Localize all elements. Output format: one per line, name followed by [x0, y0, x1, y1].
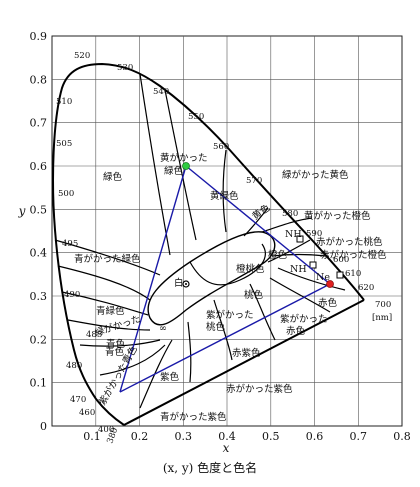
wavelength-label: 550	[188, 112, 204, 122]
green-point	[182, 162, 190, 170]
region-label: 緑色	[164, 165, 184, 177]
region-label: 紫がかった	[280, 313, 328, 325]
region-label: 橙色	[268, 249, 288, 261]
region-label: 赤紫色	[232, 347, 261, 359]
region-label: 緑色	[103, 171, 123, 183]
region-label: 赤がかった紫色	[226, 383, 293, 395]
y-tick-label: 0.3	[30, 290, 48, 303]
region-label: 紫がかった	[206, 309, 254, 321]
region-label: 桃色	[244, 289, 264, 301]
y-tick-label: 0.8	[30, 73, 48, 86]
spectral-locus	[52, 62, 365, 426]
region-label: 黄がかった橙色	[304, 210, 371, 222]
wavelength-label: 700	[375, 300, 391, 310]
wavelength-label: 480	[66, 361, 82, 371]
region-label: 青緑色	[96, 305, 125, 317]
region-label: 赤色	[286, 325, 306, 337]
locus-marker-610	[336, 271, 344, 279]
region-label: 赤がかった桃色	[316, 236, 383, 248]
region-label: 白	[174, 277, 184, 289]
wavelength-label: 540	[153, 87, 169, 97]
wavelength-label: 610	[345, 269, 361, 279]
wavelength-label: 490	[64, 290, 80, 300]
grid	[52, 36, 402, 426]
white-point-center	[185, 283, 187, 285]
region-labels: 緑色 黄がかった 緑色 緑がかった黄色 黄緑色 黄色 黄がかった橙色 赤がかった…	[74, 152, 387, 423]
y-tick-label: 0.6	[30, 160, 48, 173]
y-tick-label: 0	[40, 420, 47, 433]
wavelength-label: 510	[56, 97, 72, 107]
blue-lines	[119, 165, 331, 393]
wavelength-label: 530	[117, 63, 133, 73]
wavelength-labels: 520 530 540 550 560 570 580 590 600 610 …	[56, 51, 392, 445]
wavelength-label: 560	[213, 142, 229, 152]
region-label: 桃色	[206, 321, 226, 333]
region-label: 黄色	[250, 201, 273, 222]
region-label: 青がかった緑色	[74, 253, 141, 265]
wavelength-label: 495	[62, 239, 78, 249]
wavelength-label: 485	[86, 330, 102, 340]
region-label: 青がかった紫色	[160, 411, 227, 423]
region-label: 青色	[106, 338, 126, 350]
purple-line	[123, 299, 365, 426]
region-label: Ne	[316, 272, 330, 283]
nh-marker-lower	[309, 261, 317, 269]
region-label: 青色	[105, 346, 125, 358]
x-tick-label: 0.4	[218, 430, 236, 443]
wavelength-label: 470	[70, 395, 86, 405]
wavelength-label: 400	[98, 425, 114, 435]
region-label: 赤色	[318, 297, 338, 309]
x-tick-label: 0.8	[393, 430, 411, 443]
wavelength-label: 500	[58, 189, 74, 199]
wavelength-label: 505	[56, 139, 72, 149]
figure-caption: (x, y) 色度と色名	[163, 460, 257, 475]
region-label: NH	[290, 264, 307, 275]
region-label: 赤がかった橙色	[320, 249, 387, 261]
unit-label: [nm]	[372, 313, 392, 323]
wavelength-label: 600	[333, 255, 349, 265]
white-region-inner-boundary	[189, 243, 266, 286]
wavelength-label: 580	[282, 209, 298, 219]
region-label: 緑がかった黄色	[282, 169, 349, 181]
region-label: 黄がかった	[160, 152, 208, 164]
y-axis-label: y	[18, 204, 26, 218]
x-tick-label: 0.7	[350, 430, 368, 443]
y-tick-label: 0.2	[30, 333, 48, 346]
y-tick-labels: 0 0.1 0.2 0.3 0.4 0.5 0.6 0.7 0.8 0.9	[30, 30, 48, 433]
region-label: 黄緑色	[210, 190, 239, 202]
wavelength-label: 590	[306, 229, 322, 239]
x-tick-label: 0.3	[175, 430, 193, 443]
x-tick-labels: 0.1 0.2 0.3 0.4 0.5 0.6 0.7 0.8	[83, 430, 411, 443]
y-tick-label: 0.5	[30, 203, 48, 216]
wavelength-label: 460	[79, 408, 95, 418]
x-axis-label: x	[223, 441, 230, 455]
color-boundaries	[54, 73, 346, 409]
nh-marker-upper	[296, 235, 304, 243]
wavelength-label: 520	[74, 51, 90, 61]
x-tick-label: 0.5	[262, 430, 280, 443]
x-tick-label: 0.2	[131, 430, 149, 443]
x-tick-label: 0.6	[306, 430, 324, 443]
y-tick-label: 0.4	[30, 247, 48, 260]
white-region-boundary	[147, 231, 276, 326]
region-label: 紫色	[160, 371, 180, 383]
y-tick-label: 0.1	[30, 377, 48, 390]
wavelength-label: 570	[246, 176, 262, 186]
wavelength-label: 620	[358, 283, 374, 293]
y-tick-label: 0.9	[30, 30, 48, 43]
region-label: NH	[285, 229, 302, 240]
y-tick-label: 0.7	[30, 117, 48, 130]
x-tick-label: 0.1	[83, 430, 101, 443]
region-label: ∞	[159, 323, 167, 334]
red-point	[326, 280, 334, 288]
region-label: 橙桃色	[236, 263, 265, 275]
